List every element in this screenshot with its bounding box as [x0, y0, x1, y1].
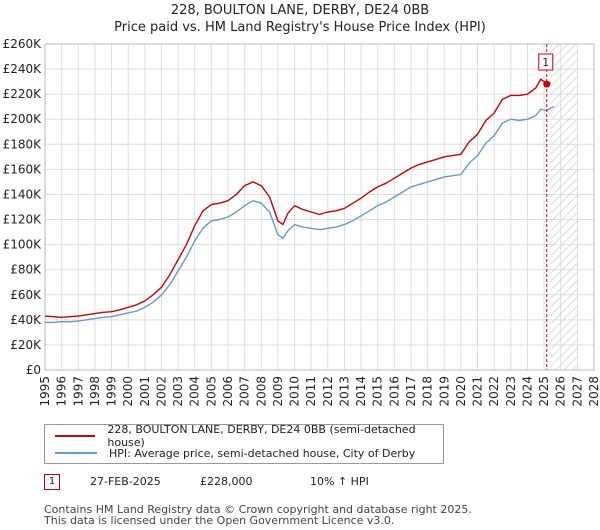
x-tick-label: 1995	[38, 376, 52, 407]
x-tick-label: 2023	[504, 376, 518, 407]
footer-copyright: Contains HM Land Registry data © Crown c…	[44, 503, 472, 516]
series	[44, 78, 555, 324]
legend-label-hpi: HPI: Average price, semi-detached house,…	[109, 446, 416, 460]
x-tick-label: 2021	[471, 376, 485, 407]
y-tick-label: £240K	[3, 62, 43, 76]
x-tick-label: 2003	[171, 376, 185, 407]
x-tick-label: 2008	[254, 376, 268, 407]
y-tick-label: £140K	[3, 187, 43, 201]
x-tick-label: 2017	[404, 376, 418, 407]
y-tick-label: £220K	[3, 87, 43, 101]
x-tick-label: 2019	[437, 376, 451, 407]
grid	[44, 43, 595, 371]
x-tick-label: 2006	[221, 376, 235, 407]
x-tick-label: 2004	[188, 376, 202, 407]
x-tick-label: 2014	[354, 376, 368, 407]
series-line-hpi	[45, 106, 555, 324]
legend: 228, BOULTON LANE, DERBY, DE24 0BB (semi…	[44, 423, 444, 464]
x-tick-label: 2001	[138, 376, 152, 407]
annotation-label: 1	[542, 56, 549, 69]
plot-area	[45, 44, 594, 370]
annotations: 1	[538, 44, 554, 370]
chart-subtitle: Price paid vs. HM Land Registry's House …	[114, 20, 486, 35]
x-tick-label: 2002	[154, 376, 168, 407]
y-tick-label: £60K	[10, 288, 42, 302]
y-tick-label: £120K	[3, 213, 43, 227]
y-tick-label: £160K	[3, 162, 43, 176]
legend-item-property: 228, BOULTON LANE, DERBY, DE24 0BB (semi…	[55, 423, 443, 449]
x-tick-label: 1997	[71, 376, 85, 407]
x-tick-label: 1999	[105, 376, 119, 407]
annotation-box	[538, 53, 554, 71]
transaction-hpi-change: 10% ↑ HPI	[310, 475, 369, 488]
x-tick-label: 1998	[88, 376, 102, 407]
plot-border	[44, 43, 595, 371]
x-tick-label: 2000	[121, 376, 135, 407]
y-tick-label: £100K	[3, 238, 43, 252]
chart-title: 228, BOULTON LANE, DERBY, DE24 0BB	[170, 3, 430, 18]
x-tick-label: 2016	[387, 376, 401, 407]
x-tick-label: 2010	[288, 376, 302, 407]
transaction-marker: 1	[44, 474, 60, 490]
x-tick-label: 2022	[487, 376, 501, 407]
transaction-date: 27-FEB-2025	[90, 475, 161, 488]
y-tick-label: £200K	[3, 112, 43, 126]
x-tick-label: 2015	[371, 376, 385, 407]
x-tick-label: 2024	[520, 376, 534, 407]
legend-item-hpi: HPI: Average price, semi-detached house,…	[55, 445, 415, 461]
x-tick-label: 2013	[337, 376, 351, 407]
x-tick-label: 2027	[570, 376, 584, 407]
x-tick-label: 1996	[55, 376, 69, 407]
y-tick-label: £80K	[10, 263, 42, 277]
legend-swatch-property	[55, 435, 96, 437]
x-tick-label: 2009	[271, 376, 285, 407]
transaction-price: £228,000	[200, 475, 253, 488]
axes: £0 £20K £40K £60K £80K £100K £120K £140K £160K £1…	[3, 37, 600, 407]
x-tick-label: 2020	[454, 376, 468, 407]
series-line-property	[44, 78, 551, 318]
x-tick-label: 2028	[587, 376, 600, 407]
x-tick-label: 2007	[238, 376, 252, 407]
x-tick-label: 2026	[554, 376, 568, 407]
footer: Contains HM Land Registry data © Crown c…	[44, 504, 472, 526]
legend-label-property: 228, BOULTON LANE, DERBY, DE24 0BB (semi…	[107, 423, 416, 449]
y-tick-label: £180K	[3, 137, 43, 151]
legend-swatch-hpi	[55, 452, 97, 454]
y-tick-label: £40K	[10, 313, 42, 327]
y-tick-label: £260K	[3, 37, 43, 51]
x-tick-label: 2005	[204, 376, 218, 407]
y-tick-label: £0	[26, 363, 41, 377]
footer-licence: This data is licensed under the Open Gov…	[44, 514, 395, 527]
x-tick-label: 2018	[421, 376, 435, 407]
x-tick-label: 2025	[537, 376, 551, 407]
forecast-region	[550, 44, 578, 370]
x-tick-label: 2012	[321, 376, 335, 407]
price-chart: £0 £20K £40K £60K £80K £100K £120K £140K £160K £1…	[3, 37, 600, 407]
y-tick-label: £20K	[10, 338, 42, 352]
x-tick-label: 2011	[304, 376, 318, 407]
sale-point	[543, 80, 551, 88]
